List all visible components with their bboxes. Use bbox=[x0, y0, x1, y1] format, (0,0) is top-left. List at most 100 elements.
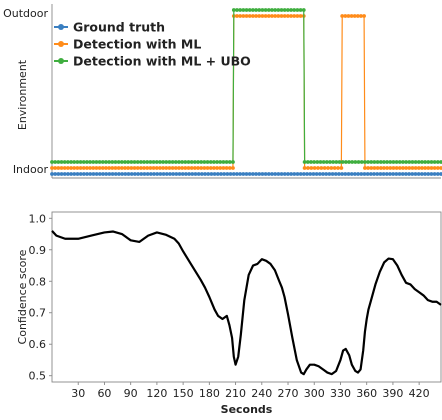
environment-series-0 bbox=[50, 172, 442, 176]
x-tick-label: 330 bbox=[330, 387, 351, 400]
environment-series-marker-1 bbox=[343, 14, 348, 18]
environment-series-marker-1 bbox=[429, 166, 434, 170]
environment-series-marker-1 bbox=[135, 166, 140, 170]
environment-series-marker-1 bbox=[306, 166, 310, 170]
environment-series-marker-0 bbox=[381, 172, 386, 176]
legend: Ground truth Detection with ML Detection… bbox=[54, 20, 251, 69]
environment-series-marker-1 bbox=[241, 14, 246, 18]
environment-series-marker-1 bbox=[416, 166, 421, 170]
environment-series-marker-0 bbox=[206, 172, 211, 176]
environment-series-marker-1 bbox=[349, 14, 354, 18]
environment-series-marker-0 bbox=[432, 172, 437, 176]
environment-series-marker-0 bbox=[72, 172, 77, 176]
environment-series-marker-1 bbox=[394, 166, 399, 170]
environment-series-marker-1 bbox=[339, 166, 344, 170]
environment-series-marker-2 bbox=[241, 8, 246, 12]
environment-series-marker-1 bbox=[263, 14, 268, 18]
environment-series-marker-1 bbox=[285, 14, 290, 18]
environment-series-marker-0 bbox=[384, 172, 389, 176]
confidence-x-axis-label: Seconds bbox=[221, 403, 273, 416]
environment-series-marker-1 bbox=[309, 166, 314, 170]
environment-series-marker-2 bbox=[285, 8, 290, 12]
environment-series-marker-0 bbox=[340, 172, 345, 176]
environment-series-marker-2 bbox=[129, 160, 134, 164]
environment-series-marker-2 bbox=[263, 8, 268, 12]
environment-series-marker-1 bbox=[346, 14, 351, 18]
environment-series-marker-2 bbox=[312, 160, 317, 164]
environment-series-marker-0 bbox=[161, 172, 166, 176]
environment-series-marker-2 bbox=[94, 160, 99, 164]
environment-series-marker-2 bbox=[394, 160, 399, 164]
environment-series-marker-1 bbox=[270, 14, 274, 18]
environment-series-marker-2 bbox=[260, 8, 265, 12]
y-tick-label: 0.8 bbox=[29, 275, 47, 288]
x-tick-label: 120 bbox=[146, 387, 167, 400]
environment-series-marker-2 bbox=[353, 160, 358, 164]
environment-series-marker-1 bbox=[366, 166, 371, 170]
environment-series-marker-1 bbox=[186, 166, 191, 170]
environment-series-marker-0 bbox=[85, 172, 89, 176]
environment-series-marker-1 bbox=[298, 14, 303, 18]
environment-series-marker-1 bbox=[164, 166, 169, 170]
environment-series-marker-0 bbox=[231, 172, 236, 176]
environment-series-marker-2 bbox=[202, 160, 207, 164]
x-tick-label: 240 bbox=[251, 387, 272, 400]
environment-series-marker-2 bbox=[97, 160, 102, 164]
environment-series-marker-2 bbox=[148, 160, 153, 164]
environment-series-marker-2 bbox=[72, 160, 77, 164]
environment-series-marker-1 bbox=[94, 166, 99, 170]
environment-series-marker-2 bbox=[151, 160, 156, 164]
environment-series-marker-2 bbox=[340, 160, 345, 164]
environment-series-marker-1 bbox=[215, 166, 219, 170]
environment-series-marker-0 bbox=[391, 172, 396, 176]
environment-series-marker-0 bbox=[372, 172, 376, 176]
environment-series-marker-0 bbox=[97, 172, 102, 176]
environment-series-marker-1 bbox=[238, 14, 243, 18]
environment-series-marker-0 bbox=[407, 172, 412, 176]
environment-series-marker-2 bbox=[282, 8, 287, 12]
environment-series-marker-1 bbox=[221, 166, 226, 170]
environment-series-marker-0 bbox=[117, 172, 121, 176]
environment-series-marker-1 bbox=[107, 166, 112, 170]
environment-series-marker-2 bbox=[199, 160, 204, 164]
environment-series-marker-1 bbox=[208, 166, 213, 170]
environment-series-marker-1 bbox=[439, 166, 442, 170]
environment-series-marker-0 bbox=[187, 172, 192, 176]
environment-series-marker-1 bbox=[388, 166, 393, 170]
legend-entry-detection-ml: Detection with ML bbox=[54, 37, 201, 52]
environment-series-marker-0 bbox=[324, 172, 329, 176]
environment-series-marker-0 bbox=[66, 172, 70, 176]
environment-series-marker-2 bbox=[158, 160, 162, 164]
environment-series-marker-0 bbox=[107, 172, 112, 176]
environment-series-marker-1 bbox=[129, 166, 134, 170]
environment-series-marker-1 bbox=[62, 166, 67, 170]
environment-series-marker-0 bbox=[413, 172, 418, 176]
x-tick-label: 90 bbox=[124, 387, 138, 400]
environment-series-marker-0 bbox=[378, 172, 383, 176]
environment-series-marker-2 bbox=[397, 160, 402, 164]
environment-series-marker-2 bbox=[215, 160, 219, 164]
environment-series-marker-1 bbox=[110, 166, 115, 170]
environment-series-marker-2 bbox=[104, 160, 108, 164]
environment-series-marker-2 bbox=[432, 160, 437, 164]
environment-series-marker-1 bbox=[145, 166, 150, 170]
environment-series-marker-1 bbox=[244, 14, 249, 18]
environment-series-marker-0 bbox=[321, 172, 325, 176]
environment-series-marker-2 bbox=[227, 160, 232, 164]
environment-series-marker-2 bbox=[196, 160, 200, 164]
environment-series-marker-2 bbox=[212, 160, 216, 164]
environment-series-marker-2 bbox=[413, 160, 418, 164]
environment-series-marker-1 bbox=[326, 166, 330, 170]
environment-series-marker-1 bbox=[235, 14, 239, 18]
legend-entry-detection-ml-ubo: Detection with ML + UBO bbox=[54, 54, 251, 69]
environment-series-marker-2 bbox=[173, 160, 178, 164]
environment-series-marker-2 bbox=[382, 160, 386, 164]
environment-series-marker-2 bbox=[378, 160, 383, 164]
environment-series-marker-1 bbox=[302, 166, 307, 170]
environment-series-marker-1 bbox=[88, 166, 92, 170]
environment-series-marker-2 bbox=[154, 160, 159, 164]
environment-series-marker-1 bbox=[375, 166, 380, 170]
environment-series-marker-0 bbox=[145, 172, 150, 176]
environment-series-marker-2 bbox=[257, 8, 262, 12]
x-tick-label: 270 bbox=[278, 387, 299, 400]
